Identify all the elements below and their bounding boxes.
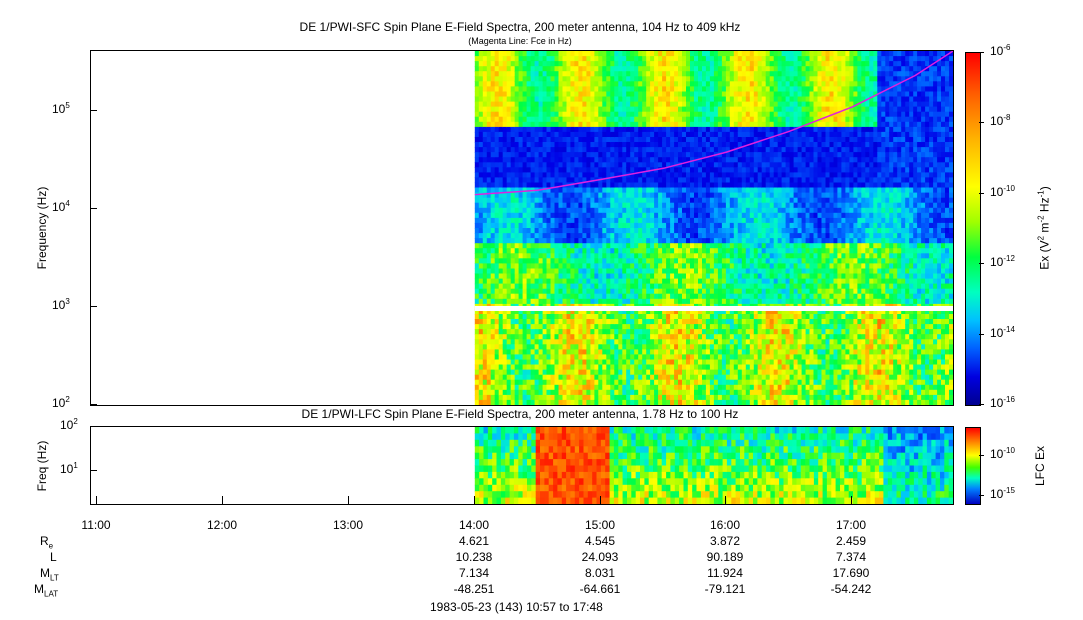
colorbar-tick-label-lfc: 10-15 — [990, 486, 1015, 501]
colorbar-label-sfc: Ex (V2 m-2 Hz-1) — [1036, 186, 1052, 270]
colorbar-tick-label-sfc: 10-6 — [990, 43, 1011, 58]
ephemeris-value: 4.621 — [458, 534, 490, 548]
y-tick-mark-sfc — [90, 208, 97, 209]
x-tick-label: 13:00 — [332, 518, 364, 532]
x-tick-label: 14:00 — [458, 518, 490, 532]
lfc-heatmap-cells — [474, 427, 953, 504]
ephemeris-value: 7.374 — [835, 550, 867, 564]
colorbar-tick-mark-sfc — [979, 404, 984, 405]
colorbar-sfc — [965, 52, 981, 406]
y-tick-mark-lfc — [90, 426, 97, 427]
ephemeris-row-label: MLT — [40, 566, 59, 583]
chart-subtitle-sfc: (Magenta Line: Fce in Hz) — [468, 36, 572, 46]
y-tick-mark-sfc — [90, 306, 97, 307]
lfc-spectrogram — [474, 427, 953, 504]
lfc-spectrogram-panel — [90, 426, 954, 505]
y-tick-label-sfc: 103 — [52, 297, 70, 312]
ephemeris-value: -79.121 — [704, 582, 746, 596]
x-tick-label: 12:00 — [206, 518, 238, 532]
x-tick-mark — [474, 496, 475, 504]
colorbar-tick-label-sfc: 10-16 — [990, 395, 1015, 410]
colorbar-lfc — [965, 427, 981, 505]
colorbar-tick-mark-sfc — [979, 263, 984, 264]
ephemeris-value: 4.545 — [584, 534, 616, 548]
y-tick-label-sfc: 105 — [52, 101, 70, 116]
sfc-data-gap — [474, 305, 953, 311]
ephemeris-value: 2.459 — [835, 534, 867, 548]
colorbar-tick-mark-lfc — [979, 455, 984, 456]
ephemeris-value: 8.031 — [584, 566, 616, 580]
ephemeris-value: 10.238 — [455, 550, 493, 564]
y-axis-label-lfc: Freq (Hz) — [35, 440, 49, 492]
ephemeris-value: 17.690 — [832, 566, 870, 580]
x-tick-label: 11:00 — [81, 518, 111, 532]
ephemeris-value: 3.872 — [709, 534, 741, 548]
colorbar-tick-label-sfc: 10-8 — [990, 113, 1011, 128]
colorbar-tick-label-sfc: 10-10 — [990, 184, 1015, 199]
magenta-fce-line — [474, 51, 953, 196]
y-axis-label-sfc: Frequency (Hz) — [35, 186, 49, 270]
ephemeris-row-label: MLAT — [34, 582, 59, 599]
ephemeris-value: -48.251 — [453, 582, 495, 596]
ephemeris-value: -64.661 — [579, 582, 621, 596]
x-tick-mark — [96, 496, 97, 504]
footer-time-range: 1983-05-23 (143) 10:57 to 17:48 — [430, 600, 603, 614]
y-tick-mark-lfc — [90, 470, 97, 471]
colorbar-tick-label-lfc: 10-10 — [990, 446, 1015, 461]
y-tick-label-sfc: 102 — [52, 395, 70, 410]
y-tick-mark-sfc — [90, 404, 97, 405]
ephemeris-row-label: L — [50, 550, 57, 564]
ephemeris-value: -54.242 — [830, 582, 872, 596]
colorbar-tick-mark-sfc — [979, 193, 984, 194]
colorbar-tick-mark-sfc — [979, 52, 984, 53]
x-tick-mark — [851, 496, 852, 504]
colorbar-tick-mark-lfc — [979, 495, 984, 496]
ephemeris-row-label: Re — [40, 534, 54, 551]
y-tick-mark-sfc — [90, 110, 97, 111]
x-tick-label: 15:00 — [584, 518, 616, 532]
chart-title-sfc: DE 1/PWI-SFC Spin Plane E-Field Spectra,… — [299, 20, 741, 34]
y-tick-label-lfc: 102 — [60, 417, 78, 432]
sfc-spectrogram-panel — [90, 50, 954, 406]
chart-title-lfc: DE 1/PWI-LFC Spin Plane E-Field Spectra,… — [301, 407, 739, 421]
x-tick-mark — [348, 496, 349, 504]
x-tick-label: 16:00 — [709, 518, 741, 532]
colorbar-tick-label-sfc: 10-12 — [990, 254, 1015, 269]
y-tick-label-sfc: 104 — [52, 199, 70, 214]
x-tick-mark — [600, 496, 601, 504]
ephemeris-value: 11.924 — [707, 566, 743, 580]
colorbar-tick-mark-sfc — [979, 122, 984, 123]
ephemeris-value: 24.093 — [581, 550, 619, 564]
ephemeris-value: 90.189 — [706, 550, 744, 564]
x-tick-mark — [725, 496, 726, 504]
y-tick-label-lfc: 101 — [60, 461, 78, 476]
x-tick-label: 17:00 — [835, 518, 867, 532]
colorbar-tick-mark-sfc — [979, 334, 984, 335]
colorbar-tick-label-sfc: 10-14 — [990, 325, 1015, 340]
x-tick-mark — [222, 496, 223, 504]
colorbar-label-lfc: LFC Ex — [1033, 445, 1047, 487]
sfc-heatmap-cells — [474, 51, 953, 405]
ephemeris-value: 7.134 — [458, 566, 490, 580]
sfc-spectrogram — [474, 51, 953, 405]
